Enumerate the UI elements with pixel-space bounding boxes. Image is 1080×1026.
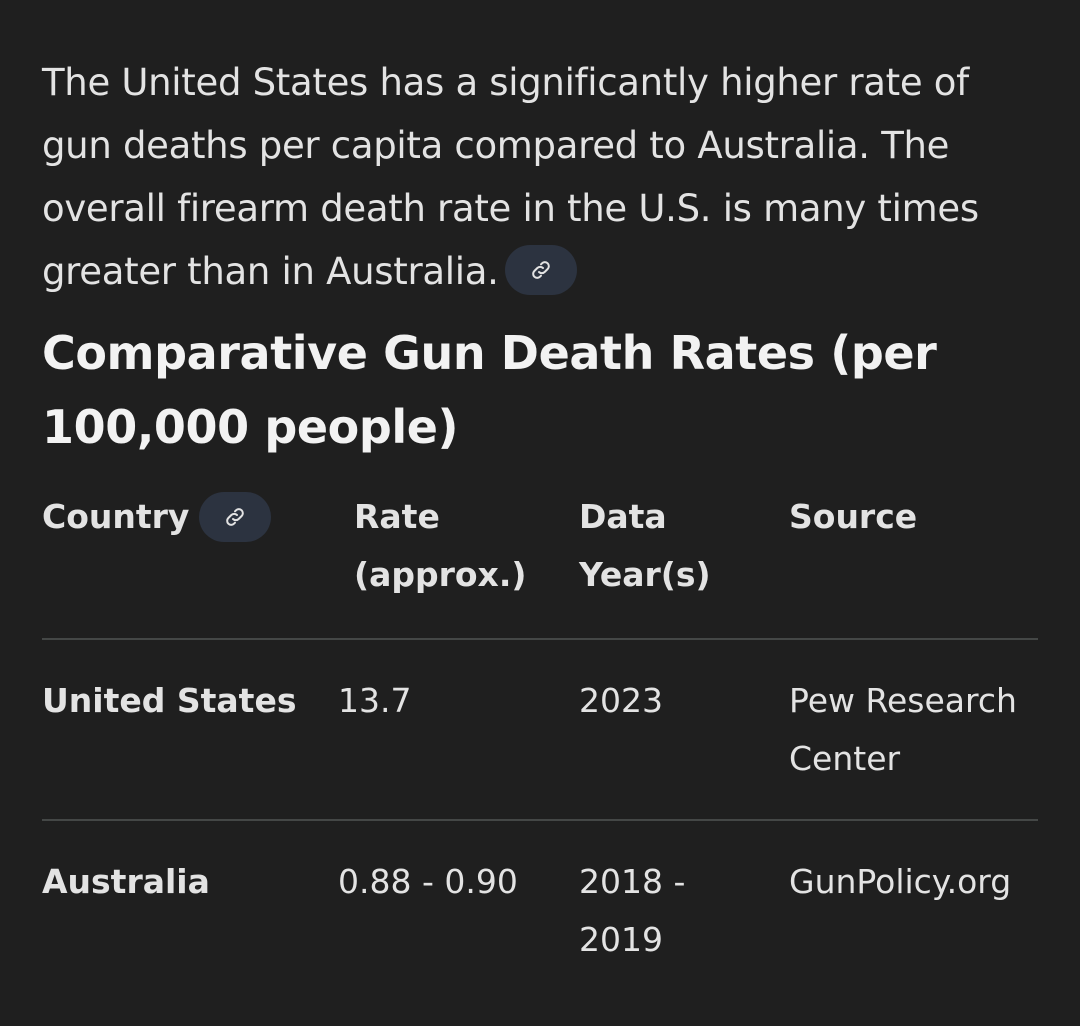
intro-paragraph: The United States has a significantly hi…	[42, 51, 1042, 303]
header-country-label: Country	[42, 497, 190, 536]
cell-country: United States	[42, 681, 297, 720]
cell-year: 2018 - 2019	[579, 862, 686, 959]
table-row: Australia 0.88 - 0.90 2018 - 2019 GunPol…	[42, 821, 1038, 1000]
link-icon	[531, 260, 550, 279]
intro-text: The United States has a significantly hi…	[42, 61, 979, 293]
header-data-year: Data Year(s)	[579, 497, 711, 594]
header-source: Source	[789, 497, 918, 536]
cell-rate: 13.7	[338, 681, 412, 720]
link-icon	[226, 508, 245, 526]
header-country: Country	[42, 488, 332, 546]
cell-country: Australia	[42, 862, 210, 901]
cell-source: GunPolicy.org	[789, 862, 1012, 901]
cell-year: 2023	[579, 681, 663, 720]
section-title: Comparative Gun Death Rates (per 100,000…	[42, 326, 937, 454]
country-link-chip[interactable]	[199, 492, 272, 542]
table-row: United States 13.7 2023 Pew Research Cen…	[42, 640, 1038, 821]
header-rate: Rate (approx.)	[354, 497, 527, 594]
cell-source: Pew Research Center	[789, 681, 1017, 778]
cell-rate: 0.88 - 0.90	[338, 862, 518, 901]
source-link-chip[interactable]	[504, 244, 577, 295]
gun-death-rates-table: Country Rate (approx.) Data Year(s) Sour…	[42, 488, 1038, 1000]
table-header-row: Country Rate (approx.) Data Year(s) Sour…	[42, 488, 1038, 640]
